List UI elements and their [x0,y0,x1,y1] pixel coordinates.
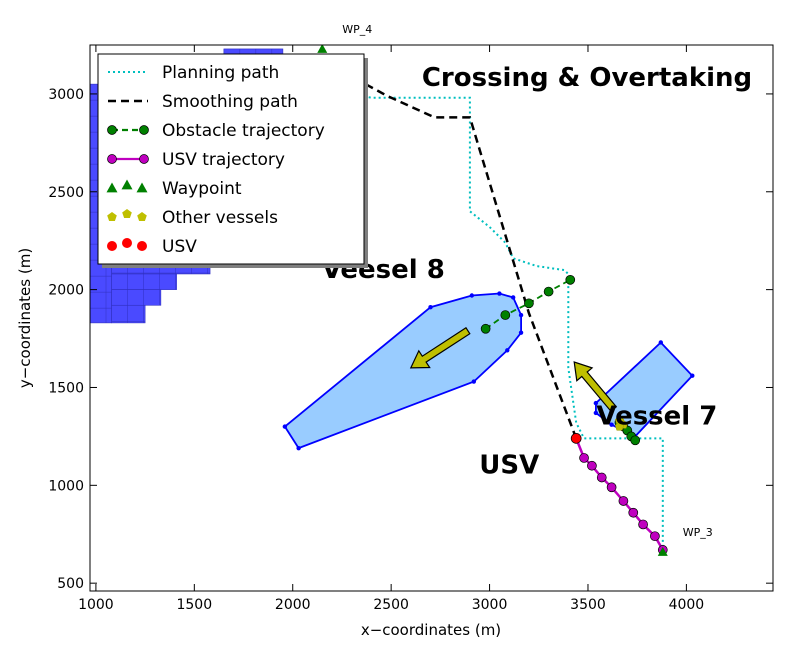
vessel-vertex [593,400,599,406]
vessel-vertex [505,348,510,353]
legend-swatch-waypoint [121,179,133,190]
y-tick-label: 1000 [48,478,84,494]
legend-swatch-waypoint [106,182,118,193]
waypoint-label: WP_4 [342,23,372,36]
legend-swatch-usv [122,238,132,248]
waypoint-marker [317,45,328,53]
x-tick-label: 2000 [275,597,311,613]
legend-swatch-usv [107,241,117,251]
grid-cell-block-4 [111,304,146,324]
x-tick-label: 3000 [472,597,508,613]
y-tick-label: 1500 [48,380,84,396]
usv-trajectory-point [618,496,629,506]
y-tick-label: 2500 [48,185,84,201]
vessel-vertex [609,422,614,427]
legend-swatch-point [139,154,149,164]
x-tick-label: 2500 [373,597,409,613]
heading-arrow-1 [573,361,618,413]
legend-label: Smoothing path [162,92,298,112]
obstacle-trajectory-point [524,298,534,309]
grid-cell-block-3 [111,289,162,306]
planning-path-line [288,57,664,552]
vessel-vertex [510,295,516,300]
vessel-vertex [469,293,475,298]
legend-swatch-waypoint [136,182,148,193]
waypoint-marker [657,546,668,556]
obstacle-trajectory-point [500,310,511,320]
obstacle-trajectory-point [630,435,641,446]
legend-label: Other vessels [162,208,278,228]
legend-label: Waypoint [162,179,242,199]
legend-swatch-point [139,125,149,135]
usv-trajectory-point [587,460,597,471]
chart-title: Crossing & Overtaking [422,63,752,93]
vessel-vertex [296,445,301,451]
usv-trajectory-point [650,531,660,542]
vessel-vertex [471,379,477,384]
x-tick-label: 1000 [78,597,114,613]
obstacle-trajectory-point [565,274,576,285]
plot-frame [89,44,774,592]
legend-swatch-point [107,154,117,164]
vessel-vertex [690,373,695,378]
legend-label: USV [162,237,197,257]
heading-arrow-0 [409,326,471,369]
y-tick-label: 3000 [48,87,84,103]
legend-swatch-vessel [122,209,132,218]
vessel-vertex [593,410,599,416]
legend-swatch-point [107,125,117,135]
obstacle-trajectory-point [543,286,554,297]
vessel-vertex [518,312,524,318]
legend: Planning path Smoothing path Obstacle traj… [97,53,368,268]
x-tick-label: 4000 [669,597,705,613]
legend-label: Obstacle trajectory [162,121,325,141]
grid-cell-block-2 [111,273,177,290]
vessel-vertex [282,424,288,429]
vessel-vertex [428,305,433,310]
other-vessel-marker [614,421,625,431]
vessel-polygon-0 [283,292,522,450]
vessel-vertex [497,291,502,296]
vessel-vertex [518,330,524,335]
vessel-annotation: Vessel 7 [596,402,717,432]
usv-trajectory-point [596,472,607,483]
x-axis-label: x−coordinates (m) [361,621,501,639]
y-tick-label: 500 [57,576,84,592]
legend-label: Planning path [162,63,279,83]
vessel-annotation: USV [479,451,539,481]
usv-trajectory-point [579,453,589,463]
legend-swatch-usv [137,241,147,251]
legend-swatch-vessel [137,212,147,221]
x-tick-label: 1500 [176,597,212,613]
usv-trajectory-line [575,437,664,551]
usv-trajectory-point [638,519,648,530]
legend-swatch-vessel [107,212,117,221]
usv-trajectory-point [628,507,639,518]
waypoint-label: WP_3 [683,526,713,539]
x-tick-label: 3500 [570,597,606,613]
y-tick-label: 2000 [48,283,84,299]
obstacle-trajectory-point [480,323,491,334]
y-axis-label: y−coordinates (m) [16,248,34,388]
usv-position-marker [570,433,582,444]
legend-label: USV trajectory [162,150,285,170]
usv-trajectory-point [606,482,617,493]
vessel-vertex [658,340,664,345]
